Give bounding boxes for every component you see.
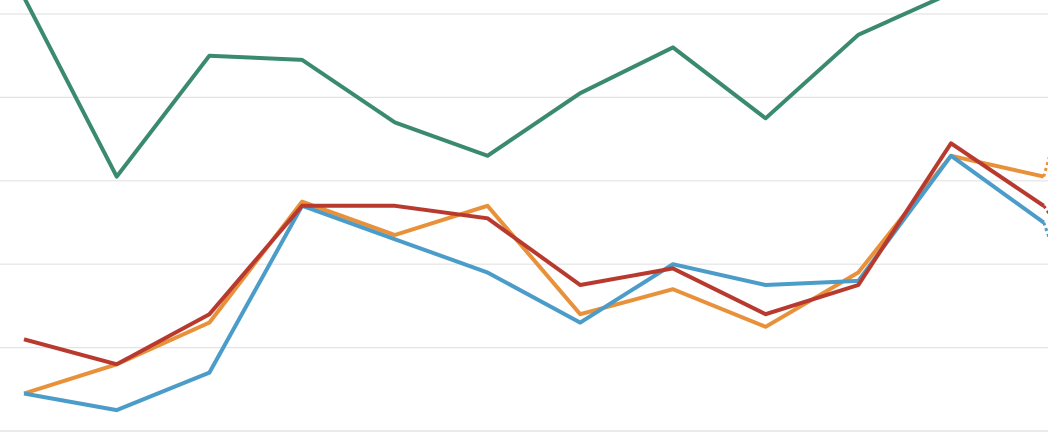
series-3-line	[23, 141, 1045, 367]
series-2-line	[23, 153, 1045, 413]
series-2-dashed-tail	[1042, 221, 1048, 239]
series-0-line	[23, 0, 941, 179]
series-1-dashed-tail	[1042, 156, 1048, 178]
grid-layer	[0, 13, 1048, 432]
series-3-dashed-tail	[1042, 204, 1048, 215]
series-layer	[23, 0, 1048, 413]
series-1-line	[23, 153, 1045, 396]
